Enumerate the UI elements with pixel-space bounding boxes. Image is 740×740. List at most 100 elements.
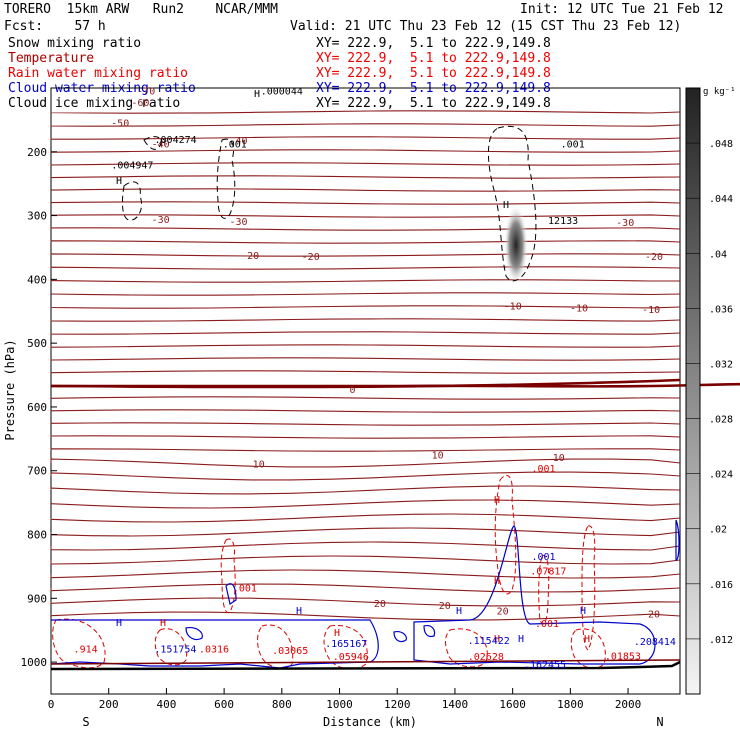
isotherm-line <box>50 305 681 309</box>
isotherm-line <box>50 175 681 179</box>
y-tick-label: 400 <box>27 273 47 286</box>
field-xy-snow: XY= 222.9, 5.1 to 222.9,149.8 <box>316 36 551 51</box>
isotherm-line <box>50 318 681 322</box>
colorbar-ticks: .012 .016 .02 .024 .028 .032 .036 .04 .044 .048 <box>686 139 733 646</box>
h-marker: H <box>584 634 590 645</box>
isotherm-line <box>50 188 681 192</box>
field-xy-rain: XY= 222.9, 5.1 to 222.9,149.8 <box>316 66 551 81</box>
contour-label: 20 <box>439 601 451 612</box>
temperature-isotherms <box>50 110 681 621</box>
contour-label: 10 <box>432 451 444 462</box>
high-markers-red: H H H H H H <box>160 495 590 645</box>
isotherm-line <box>50 583 681 593</box>
field-name-rain: Rain water mixing ratio <box>8 66 189 81</box>
colorbar-tick-label: .012 <box>709 635 733 646</box>
isotherm-line <box>50 370 681 374</box>
isotherm-line <box>50 201 681 205</box>
isotherm-line <box>50 499 681 509</box>
colorbar-tick-label: .028 <box>709 415 733 426</box>
contour-label: 0 <box>349 385 355 396</box>
contour-label: .001 <box>531 464 555 475</box>
colorbar-tick-label: .04 <box>709 249 727 260</box>
isotherm-line <box>50 471 681 481</box>
field-xy-cloud-ice: XY= 222.9, 5.1 to 222.9,149.8 <box>316 96 551 111</box>
contour-label: .000044 <box>261 86 303 97</box>
x-tick-label: 1600 <box>499 698 526 711</box>
isotherm-line <box>50 266 681 270</box>
contour-label: 20 <box>648 610 660 621</box>
y-tick-label: 500 <box>27 337 47 350</box>
cloud-labels: .151754 .165167 .115422 .162455 .208414 .001 <box>154 552 676 671</box>
contour-label: -10 <box>642 305 660 316</box>
h-marker: H <box>494 576 500 587</box>
isotherm-line <box>50 555 681 565</box>
contour-label: .165167 <box>325 639 367 650</box>
y-tick-label: 900 <box>27 592 47 605</box>
contour-label: 10 <box>553 453 565 464</box>
y-tick-label: 300 <box>27 210 47 223</box>
h-marker: H <box>518 634 524 645</box>
temperature-labels: -70-60-50-40-40-30 -30-30-20 -20 -20-10 -10-… <box>111 86 663 620</box>
freezing-level-line-cont <box>50 378 681 389</box>
isotherm-line <box>50 527 681 537</box>
colorbar-tick-label: .02 <box>709 525 727 536</box>
contour-label: .004274 <box>155 135 197 146</box>
contour-label: .001 <box>531 552 555 563</box>
isotherm-line <box>50 149 681 153</box>
x-tick-label: 1400 <box>442 698 469 711</box>
isotherm-line <box>50 214 681 218</box>
h-marker: H <box>296 606 302 617</box>
h-marker: H <box>160 618 166 629</box>
isotherm-line <box>50 569 681 579</box>
y-tick-label: 1000 <box>21 656 48 669</box>
field-name-cloud-water: Cloud water mixing ratio <box>8 81 196 96</box>
h-marker: H <box>580 606 586 617</box>
contour-label: -10 <box>570 303 588 314</box>
x-tick-label: 600 <box>214 698 234 711</box>
init-time: Init: 12 UTC Tue 21 Feb 12 <box>520 2 724 17</box>
isotherm-line <box>50 458 681 468</box>
colorbar-tick-label: .024 <box>709 470 733 481</box>
rain-labels: .001 .07817 .001 .001 .914 .0316 .03065 .05946.… <box>74 464 641 663</box>
north-label: N <box>656 715 663 729</box>
contour-label: -20 <box>645 252 663 263</box>
h-marker: H <box>456 606 462 617</box>
isotherm-line <box>50 136 681 140</box>
x-tick-label: 400 <box>156 698 176 711</box>
surface-line <box>50 659 681 665</box>
model-title: TORERO 15km ARW Run2 NCAR/MMM <box>4 2 278 17</box>
h-marker: H <box>116 618 122 629</box>
y-tick-label: 200 <box>27 146 47 159</box>
contour-label: -20 <box>302 252 320 263</box>
isotherm-line <box>50 422 681 426</box>
isotherm-line <box>50 253 681 257</box>
colorbar-unit: g kg⁻¹ <box>703 87 736 97</box>
colorbar <box>685 87 701 695</box>
contour-label: 20 <box>374 599 386 610</box>
contour-label: 20 <box>497 606 509 617</box>
x-tick-label: 1200 <box>384 698 411 711</box>
ice-labels: 12133 <box>548 216 578 227</box>
contour-label: -40 <box>152 139 170 150</box>
high-markers-blue: H H H H H <box>116 606 586 645</box>
contour-label: .05946 <box>333 652 369 663</box>
isotherm-line <box>50 611 681 621</box>
contour-label: .151754 <box>154 645 196 656</box>
contour-label: -30 <box>229 217 247 228</box>
isotherm-line <box>50 162 681 166</box>
cloud-ice-shading <box>504 205 528 285</box>
contour-label: .001 <box>535 619 559 630</box>
contour-label: .208414 <box>634 637 676 648</box>
contour-label: -40 <box>229 136 247 147</box>
south-label: S <box>82 715 89 729</box>
terrain-line <box>50 660 681 671</box>
freezing-level-line <box>50 382 740 388</box>
isotherm-line <box>50 448 681 452</box>
contour-label: -10 <box>504 301 522 312</box>
isotherm-line <box>50 541 681 551</box>
x-axis: 0 200 400 600 800 1000 1200 1400 1600 1800 2000 <box>48 688 641 711</box>
y-tick-label: 700 <box>27 465 47 478</box>
valid-time: Valid: 21 UTC Thu 23 Feb 12 (15 CST Thu … <box>290 19 682 34</box>
y-axis-label: Pressure (hPa) <box>3 339 17 440</box>
